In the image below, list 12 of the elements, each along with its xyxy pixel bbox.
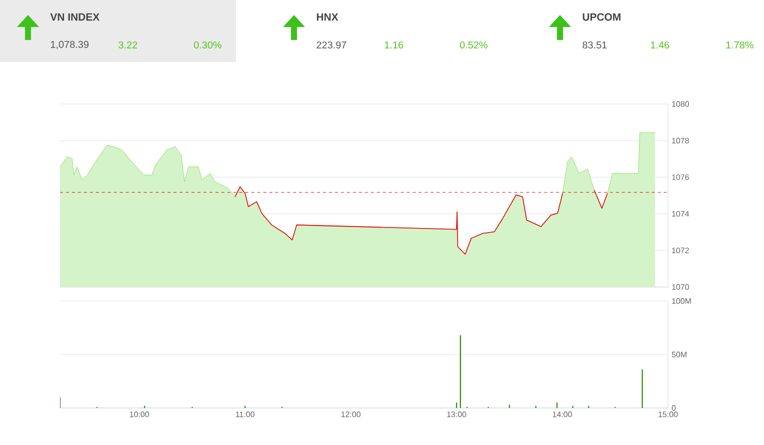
text: 1.78% <box>726 41 754 49</box>
text: 1.16 <box>384 41 404 49</box>
text: 1,078.39 <box>50 40 89 50</box>
text: HNX <box>316 13 338 21</box>
text: 3.22 <box>118 41 138 49</box>
text: 0.30% <box>194 41 222 49</box>
text: UPCOM <box>582 13 620 21</box>
text: 1.46 <box>650 41 670 49</box>
text: VN INDEX <box>50 13 100 21</box>
text: 83.51 <box>582 41 607 49</box>
text: 223.97 <box>316 41 346 49</box>
text: 0.52% <box>460 41 488 49</box>
